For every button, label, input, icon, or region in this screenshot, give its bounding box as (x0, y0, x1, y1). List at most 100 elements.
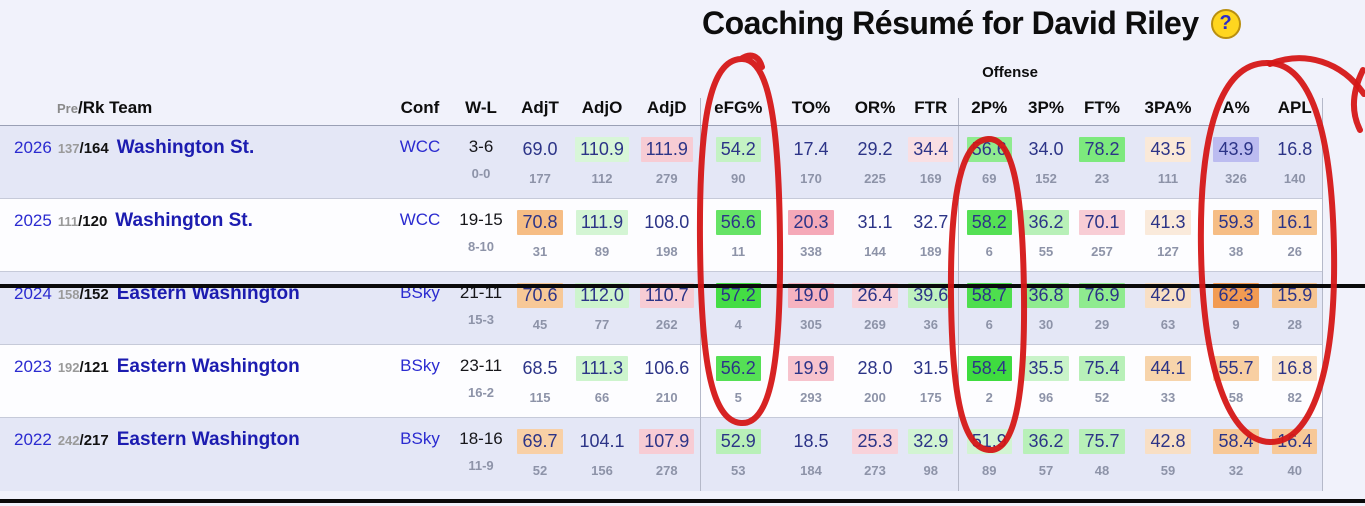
conference-link[interactable]: BSky (400, 429, 440, 448)
stat-rank: 326 (1225, 170, 1247, 186)
record-cell: 18-16 11-9 (452, 417, 510, 491)
stat-rank: 278 (655, 462, 678, 478)
stat-rank: 152 (1035, 170, 1057, 186)
season-row-2026: 2026 137/164 Washington St. WCC 3-6 0-0 69.0 17… (0, 125, 1323, 199)
stat-value: 28.0 (857, 358, 893, 378)
current-rank: /121 (79, 359, 109, 376)
stat-value: 36.2 (1023, 429, 1069, 454)
stat-value: 42.8 (1145, 429, 1191, 454)
stat-cell-adjt: 68.5 115 (510, 344, 570, 418)
conference-cell: WCC (388, 198, 452, 272)
conference-cell: BSky (388, 344, 452, 418)
school-change-divider (0, 284, 1365, 288)
conference-link[interactable]: BSky (400, 356, 440, 375)
stat-value: 18.5 (793, 431, 829, 451)
team-link[interactable]: Eastern Washington (116, 429, 300, 450)
stat-rank: 55 (1038, 243, 1054, 259)
stat-rank: 40 (1287, 462, 1302, 478)
stat-value: 55.7 (1213, 356, 1259, 381)
stat-value: 56.2 (715, 356, 761, 381)
stat-cell-ftr: 31.5 175 (904, 344, 958, 418)
stat-rank: 2 (985, 389, 993, 405)
col-header-conf: Conf (388, 98, 452, 126)
conference-cell: BSky (388, 417, 452, 491)
stat-value: 16.8 (1277, 139, 1313, 159)
stat-value: 25.3 (852, 429, 898, 454)
stat-rank: 112 (591, 170, 613, 186)
stat-rank: 5 (734, 389, 742, 405)
stat-value: 70.1 (1079, 210, 1125, 235)
stat-value: 69.7 (517, 429, 563, 454)
overall-record: 18-16 (459, 429, 503, 448)
stat-cell-adjd: 106.6 210 (634, 344, 700, 418)
season-link[interactable]: 2024 (14, 284, 52, 303)
stat-rank: 225 (864, 170, 886, 186)
stat-cell-2ppct: 58.2 6 (957, 198, 1020, 272)
team-link[interactable]: Washington St. (115, 210, 253, 231)
stat-value: 75.4 (1079, 356, 1125, 381)
offense-group-label: Offense (982, 64, 1038, 81)
season-link[interactable]: 2022 (14, 430, 52, 449)
header-row: Pre/Rk Team Conf W-L AdjT AdjO AdjD eFG% TO%… (0, 98, 1323, 126)
stat-rank: 175 (919, 389, 942, 405)
conference-link[interactable]: WCC (399, 137, 441, 156)
stat-rank: 69 (982, 170, 997, 186)
coaching-resume-table: Pre/Rk Team Conf W-L AdjT AdjO AdjD eFG% TO%… (0, 98, 1323, 491)
stat-cell-2ppct: 58.7 6 (957, 271, 1020, 345)
conference-record: 8-10 (467, 238, 495, 254)
preseason-rank: 242 (57, 433, 80, 448)
stat-value: 51.9 (966, 429, 1012, 454)
stat-value: 70.8 (517, 210, 563, 235)
stat-cell-ftpct: 70.1 257 (1072, 198, 1132, 272)
stat-rank: 189 (919, 243, 942, 259)
stat-value: 29.2 (857, 139, 893, 159)
stat-rank: 36 (923, 316, 938, 332)
stat-value: 32.9 (908, 429, 954, 454)
record-cell: 23-11 16-2 (452, 344, 510, 418)
stat-value: 16.1 (1272, 210, 1318, 235)
stat-cell-3papct: 44.1 33 (1132, 344, 1204, 418)
stat-rank: 4 (734, 316, 742, 332)
season-link[interactable]: 2026 (14, 138, 52, 157)
stat-rank: 48 (1094, 462, 1110, 478)
stat-value: 52.9 (715, 429, 761, 454)
conference-link[interactable]: WCC (399, 210, 441, 229)
stat-rank: 29 (1094, 316, 1110, 332)
stat-rank: 338 (800, 243, 822, 259)
record-cell: 19-15 8-10 (452, 198, 510, 272)
team-link[interactable]: Washington St. (116, 137, 255, 158)
overall-record: 19-15 (459, 210, 503, 229)
stat-cell-ftpct: 78.2 23 (1072, 126, 1132, 199)
stat-value: 58.4 (1213, 429, 1259, 454)
conference-record: 15-3 (467, 311, 495, 327)
stat-value: 78.2 (1079, 137, 1125, 162)
stat-rank: 177 (529, 170, 551, 186)
season-link[interactable]: 2023 (14, 357, 52, 376)
stat-cell-topct: 18.5 184 (776, 417, 846, 491)
stat-cell-adjt: 70.6 45 (510, 271, 570, 345)
stat-cell-orpct: 29.2 225 (846, 126, 904, 199)
stat-cell-adjo: 112.0 77 (570, 271, 634, 345)
col-header-wl: W-L (452, 98, 510, 126)
stat-cell-3papct: 43.5 111 (1132, 126, 1204, 199)
stat-cell-apct: 59.3 38 (1204, 198, 1268, 272)
stat-rank: 262 (655, 316, 678, 332)
stat-rank: 198 (655, 243, 678, 259)
stat-rank: 89 (594, 243, 610, 259)
stat-value: 68.5 (522, 358, 558, 378)
stat-cell-topct: 20.3 338 (776, 198, 846, 272)
stat-cell-efgpct: 56.2 5 (699, 344, 776, 418)
current-rank: /164 (79, 140, 109, 157)
stat-value: 69.0 (522, 139, 558, 159)
team-link[interactable]: Eastern Washington (116, 283, 300, 304)
stat-rank: 269 (864, 316, 886, 332)
stat-rank: 52 (532, 462, 548, 478)
help-icon[interactable]: ? (1210, 8, 1241, 39)
season-link[interactable]: 2025 (14, 211, 52, 230)
stat-value: 16.4 (1272, 429, 1318, 454)
stat-cell-adjt: 69.7 52 (510, 417, 570, 491)
team-link[interactable]: Eastern Washington (116, 356, 300, 377)
stat-cell-3ppct: 34.0 152 (1020, 126, 1072, 199)
stat-cell-apct: 62.3 9 (1204, 271, 1268, 345)
